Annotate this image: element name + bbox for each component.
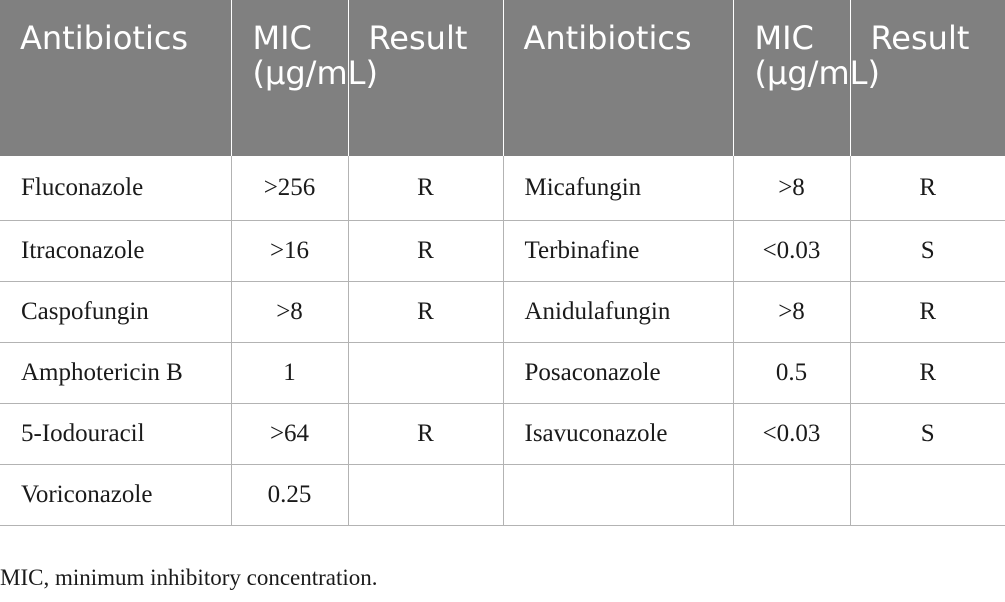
result-cell: R [849, 281, 1005, 343]
antibiotic-name-cell: Terbinafine [502, 220, 733, 282]
antibiotic-name-cell: Posaconazole [502, 342, 733, 404]
table-header: Antibiotics MIC (μg/mL) Result Antibioti… [0, 0, 1005, 156]
mic-value-cell: <0.03 [732, 220, 850, 282]
antibiotic-name-cell [502, 464, 733, 526]
antibiotic-name-cell: Fluconazole [0, 156, 231, 221]
mic-value-cell [732, 464, 850, 526]
antibiotic-name-cell: 5-Iodouracil [0, 403, 231, 465]
antibiotic-name-cell: Caspofungin [0, 281, 231, 343]
antibiotic-name-cell: Voriconazole [0, 464, 231, 526]
table-body: Fluconazole >256 R Micafungin >8 R Itrac… [0, 156, 1005, 526]
mic-value-cell: >8 [732, 281, 850, 343]
result-cell [347, 342, 503, 404]
result-cell: S [849, 220, 1005, 282]
table-row: 5-Iodouracil >64 R Isavuconazole <0.03 S [0, 403, 1005, 465]
mic-value-cell: >16 [230, 220, 348, 282]
result-cell [347, 464, 503, 526]
antibiotic-name-cell: Micafungin [502, 156, 733, 221]
result-cell: R [347, 403, 503, 465]
mic-value-cell: >8 [230, 281, 348, 343]
mic-value-cell: >8 [732, 156, 850, 221]
table-container: Antibiotics MIC (μg/mL) Result Antibioti… [0, 0, 1005, 526]
mic-value-cell: >256 [230, 156, 348, 221]
header-result-2: Result [849, 0, 1005, 156]
mic-value-cell: 1 [230, 342, 348, 404]
header-result-1: Result [347, 0, 503, 156]
result-cell: R [347, 220, 503, 282]
table-footnote: MIC, minimum inhibitory concentration. [0, 565, 378, 590]
result-cell: S [849, 403, 1005, 465]
result-cell: R [849, 342, 1005, 404]
table-row: Fluconazole >256 R Micafungin >8 R [0, 156, 1005, 221]
result-cell: R [347, 281, 503, 343]
table-row: Amphotericin B 1 Posaconazole 0.5 R [0, 342, 1005, 404]
mic-value-cell: >64 [230, 403, 348, 465]
mic-value-cell: 0.25 [230, 464, 348, 526]
table-row: Voriconazole 0.25 [0, 464, 1005, 526]
table-row: Caspofungin >8 R Anidulafungin >8 R [0, 281, 1005, 343]
header-antibiotics-1: Antibiotics [0, 0, 231, 156]
mic-results-table: Antibiotics MIC (μg/mL) Result Antibioti… [0, 0, 1005, 526]
table-row: Itraconazole >16 R Terbinafine <0.03 S [0, 220, 1005, 282]
antibiotic-name-cell: Isavuconazole [502, 403, 733, 465]
antibiotic-name-cell: Itraconazole [0, 220, 231, 282]
result-cell: R [347, 156, 503, 221]
header-mic-2: MIC (μg/mL) [732, 0, 880, 156]
antibiotic-name-cell: Anidulafungin [502, 281, 733, 343]
header-row: Antibiotics MIC (μg/mL) Result Antibioti… [0, 0, 1005, 156]
result-cell: R [849, 156, 1005, 221]
mic-value-cell: 0.5 [732, 342, 850, 404]
result-cell [849, 464, 1005, 526]
header-mic-1: MIC (μg/mL) [230, 0, 378, 156]
mic-value-cell: <0.03 [732, 403, 850, 465]
header-antibiotics-2: Antibiotics [502, 0, 733, 156]
antibiotic-name-cell: Amphotericin B [0, 342, 231, 404]
